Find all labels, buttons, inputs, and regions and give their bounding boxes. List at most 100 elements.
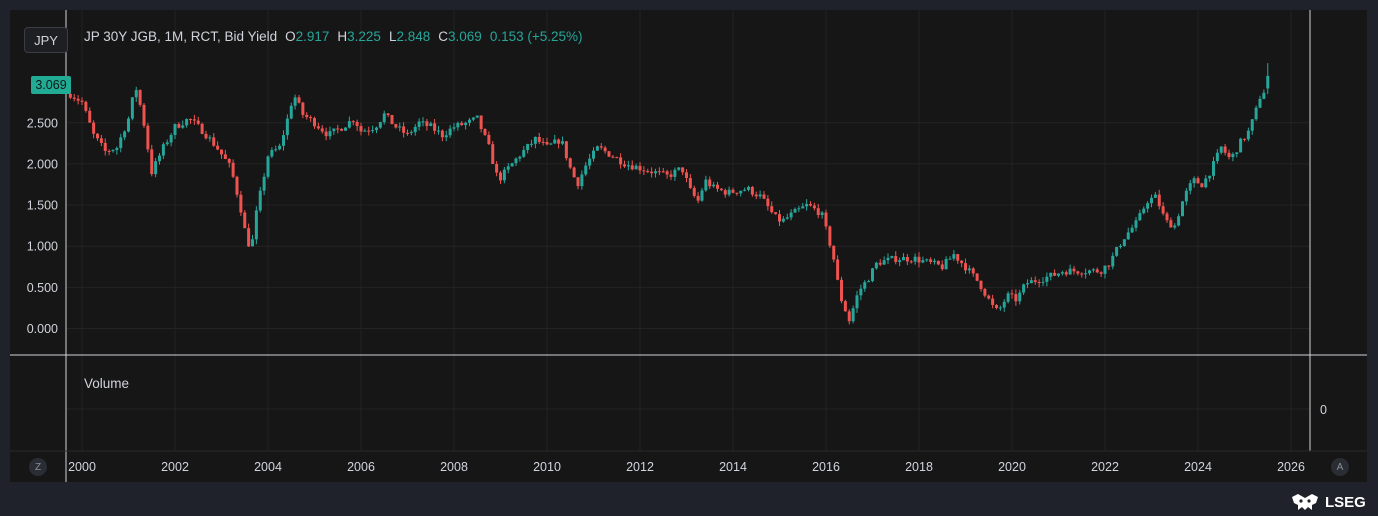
candle-body: [371, 130, 375, 132]
candle-body: [1060, 272, 1064, 274]
candle-body: [1099, 272, 1103, 274]
candle-body: [189, 119, 192, 121]
candle-body: [739, 190, 743, 194]
candle-body: [270, 150, 274, 157]
candle-body: [983, 289, 987, 296]
candle-body: [638, 165, 642, 171]
candle-body: [1010, 293, 1014, 295]
candle-body: [297, 97, 301, 103]
open-label: O: [285, 29, 296, 44]
candle-body: [115, 147, 119, 151]
candle-body: [96, 133, 99, 139]
candle-body: [429, 123, 433, 126]
candle-body: [964, 263, 967, 271]
candle-body: [305, 114, 309, 118]
candle-body: [285, 118, 289, 136]
candle-body: [406, 132, 409, 134]
candle-body: [1084, 273, 1088, 275]
candle-body: [832, 245, 836, 260]
candle-body: [894, 256, 898, 262]
volume-axis-label: 0: [1320, 403, 1327, 417]
candle-body: [1246, 130, 1250, 140]
candle-body: [537, 136, 541, 142]
candle-body: [781, 218, 785, 222]
candle-body: [657, 171, 661, 173]
candle-body: [669, 174, 673, 177]
candle-body: [646, 171, 650, 173]
candle-body: [1146, 203, 1150, 209]
candle-body: [320, 128, 324, 132]
candle-body: [289, 105, 293, 119]
candle-body: [204, 133, 208, 139]
lseg-emblem-icon: [1292, 494, 1318, 510]
candle-body: [688, 178, 692, 188]
candle-body: [785, 217, 789, 219]
candle-body: [859, 288, 863, 296]
y-tick-label: 0.000: [27, 322, 58, 336]
candle-body: [231, 162, 235, 177]
candle-body: [991, 298, 995, 305]
candle-body: [266, 156, 270, 177]
candle-body: [1184, 190, 1188, 202]
candle-body: [437, 130, 440, 132]
candle-body: [247, 228, 251, 247]
auto-scale-button[interactable]: A: [1331, 458, 1349, 476]
candle-body: [359, 126, 363, 132]
candle-body: [1177, 216, 1181, 226]
candle-body: [1181, 201, 1184, 217]
candle-body: [301, 102, 305, 115]
candle-body: [878, 262, 882, 265]
candle-body: [355, 121, 359, 127]
candle-body: [564, 141, 568, 159]
candle-body: [1122, 239, 1126, 246]
candle-body: [673, 169, 677, 177]
candle-body: [332, 128, 336, 132]
candle-body: [778, 214, 781, 222]
candle-body: [735, 192, 739, 194]
y-tick-label: 1.000: [27, 240, 58, 254]
candle-body: [944, 258, 948, 270]
x-tick-label: 2024: [1184, 460, 1212, 474]
candle-body: [572, 167, 576, 178]
candle-body: [747, 186, 750, 190]
instrument-title: JP 30Y JGB, 1M, RCT, Bid Yield: [84, 29, 278, 44]
candle-body: [468, 119, 471, 123]
candle-body: [514, 158, 518, 164]
candle-body: [816, 208, 820, 215]
candle-body: [158, 155, 161, 162]
candle-body: [995, 304, 998, 308]
candle-body: [1091, 269, 1095, 271]
candle-body: [522, 150, 526, 157]
candle-body: [1111, 255, 1115, 267]
currency-button[interactable]: JPY: [24, 27, 68, 53]
candle-body: [809, 203, 812, 206]
candle-body: [251, 239, 254, 247]
candle-body: [611, 156, 615, 158]
x-tick-label: 2006: [347, 460, 375, 474]
candle-body: [1057, 273, 1060, 276]
chart-canvas[interactable]: 0.000 0.500 1.000 1.500 2.000 2.500 2000 2002 20…: [10, 10, 1367, 482]
candle-body: [1227, 152, 1231, 158]
candle-body: [1053, 272, 1057, 276]
x-tick-label: 2008: [440, 460, 468, 474]
candle-body: [1142, 208, 1146, 214]
candle-body: [1243, 138, 1246, 140]
zoom-button[interactable]: Z: [29, 458, 47, 476]
candle-body: [293, 97, 297, 106]
candle-body: [278, 145, 282, 150]
candle-body: [708, 179, 712, 187]
candle-body: [471, 117, 475, 120]
candle-body: [979, 280, 983, 290]
candle-body: [1103, 265, 1107, 274]
candle-body: [797, 208, 801, 210]
candle-body: [161, 144, 165, 156]
candle-body: [599, 146, 603, 148]
candle-body: [661, 171, 665, 173]
candle-body: [1250, 119, 1254, 131]
candle-body: [801, 206, 805, 209]
candle-body: [216, 145, 220, 150]
candle-body: [882, 260, 886, 265]
candle-body: [282, 135, 285, 146]
candle-body: [495, 163, 499, 173]
candle-body: [375, 127, 378, 131]
